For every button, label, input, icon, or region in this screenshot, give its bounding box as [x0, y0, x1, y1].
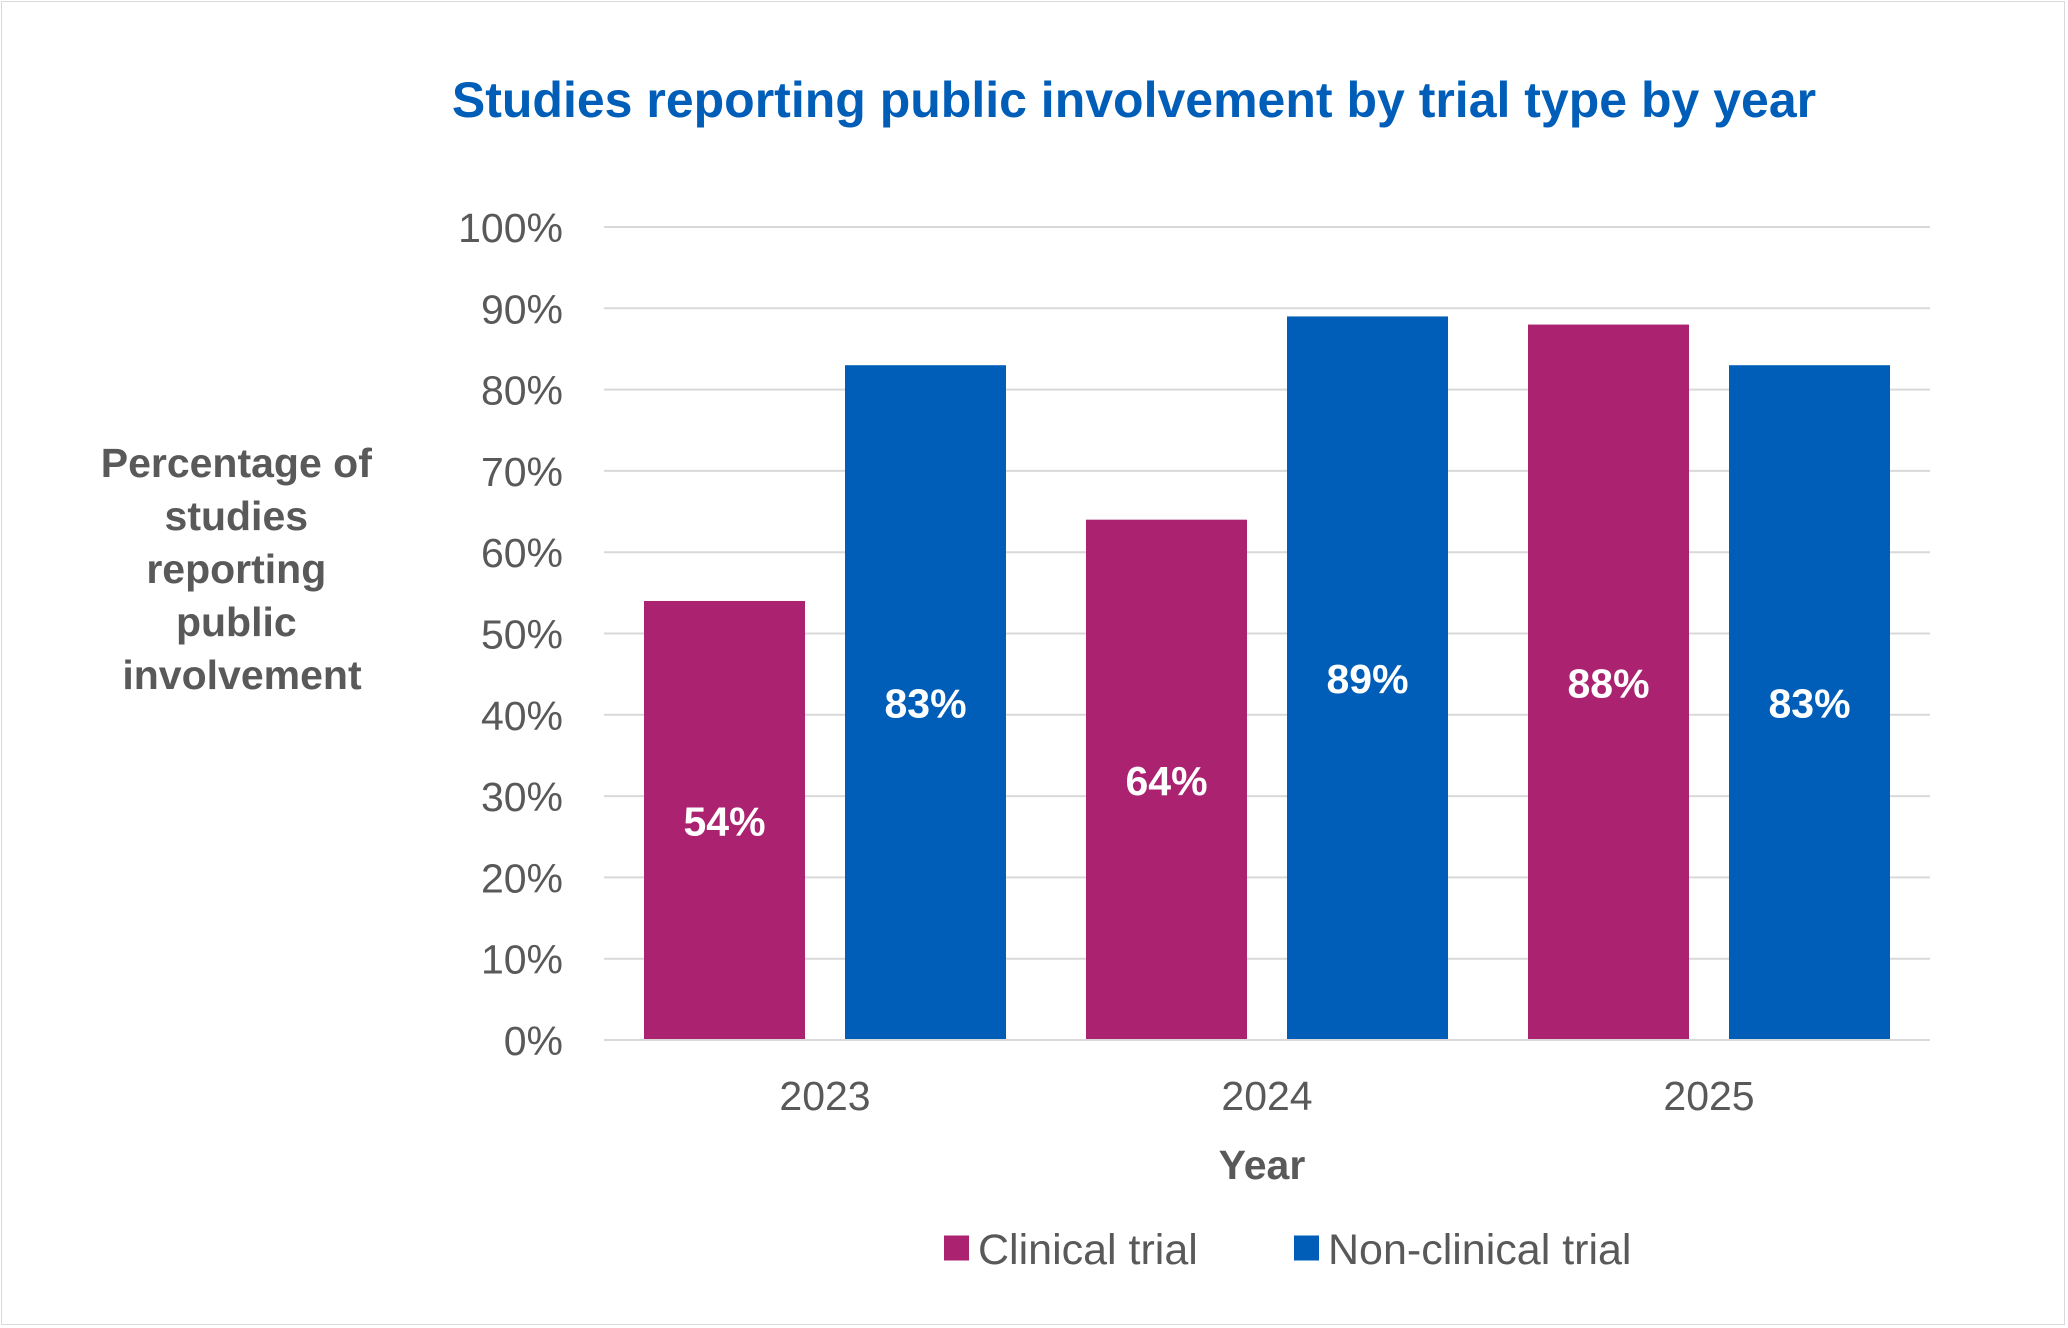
legend-label: Non-clinical trial [1328, 1226, 1631, 1274]
y-tick-label: 30% [481, 774, 563, 820]
bar [1729, 365, 1890, 1041]
bar [845, 365, 1006, 1041]
legend-swatch [1294, 1235, 1319, 1261]
legend: Clinical trial Non-clinical trial [944, 1226, 1631, 1274]
y-axis-label-line: Percentage of [101, 440, 372, 486]
y-axis-label-line: reporting [146, 546, 326, 592]
bars [644, 316, 1890, 1041]
bar [1086, 519, 1247, 1040]
data-label: 83% [884, 681, 966, 727]
data-label: 54% [683, 798, 765, 844]
x-axis-label: Year [1219, 1142, 1306, 1188]
x-axis-ticks: 2023 2024 2025 [779, 1073, 1754, 1119]
bar [1528, 324, 1689, 1040]
data-label: 64% [1125, 758, 1207, 804]
y-tick-label: 90% [481, 286, 563, 332]
y-tick-label: 70% [481, 449, 563, 495]
y-tick-label: 50% [481, 612, 563, 658]
data-labels: 54% 83% 64% 89% 88% 83% [683, 656, 1850, 844]
bar [1287, 316, 1448, 1040]
gridlines [604, 226, 1930, 960]
data-label: 83% [1768, 681, 1850, 727]
chart-title: Studies reporting public involvement by … [452, 72, 1816, 128]
legend-label: Clinical trial [978, 1226, 1198, 1274]
legend-swatch [944, 1235, 969, 1261]
bar [644, 600, 805, 1040]
y-tick-label: 0% [504, 1018, 563, 1064]
y-tick-label: 60% [481, 530, 563, 576]
data-label: 88% [1567, 660, 1649, 706]
y-tick-label: 100% [458, 205, 563, 251]
y-tick-label: 20% [481, 855, 563, 901]
x-tick-label: 2024 [1221, 1073, 1312, 1119]
y-axis-ticks: 0% 10% 20% 30% 40% 50% 60% 70% 80% 90% 100% [458, 205, 563, 1064]
y-axis-label-line: studies [165, 493, 309, 539]
y-axis-label-line: public [176, 599, 297, 645]
y-axis-label-line: involvement [122, 652, 362, 698]
x-tick-label: 2023 [779, 1073, 870, 1119]
y-tick-label: 80% [481, 368, 563, 414]
data-label: 89% [1326, 656, 1408, 702]
y-axis-label: Percentage of studies reporting public i… [101, 440, 384, 698]
y-tick-label: 40% [481, 693, 563, 739]
y-tick-label: 10% [481, 937, 563, 983]
x-tick-label: 2025 [1663, 1073, 1754, 1119]
